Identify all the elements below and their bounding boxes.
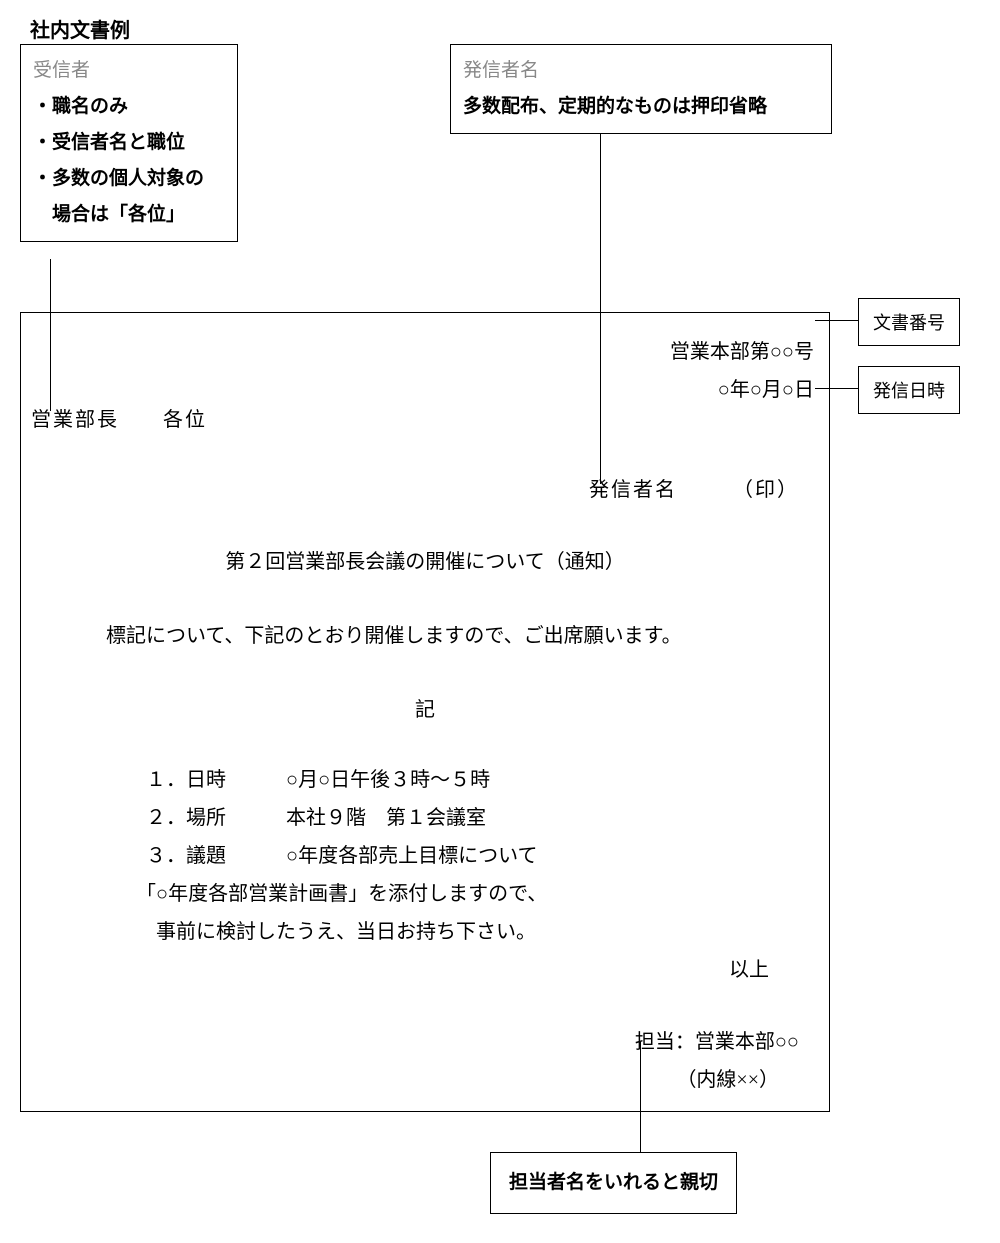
page-title: 社内文書例 [30, 14, 130, 43]
annotation-sender-label: 発信者名 [463, 53, 819, 89]
doc-date: ○年○月○日 [718, 371, 814, 409]
doc-title: 第２回営業部長会議の開催について（通知） [21, 543, 829, 581]
annotation-receiver-label: 受信者 [33, 53, 225, 89]
annotation-doc-number-box: 文書番号 [858, 298, 960, 346]
doc-item: １．日時 ○月○日午後３時～５時 [146, 761, 537, 799]
doc-attachment-line: 事前に検討したうえ、当日お持ち下さい。 [136, 913, 547, 951]
annotation-sender-box: 発信者名 多数配布、定期的なものは押印省略 [450, 44, 832, 134]
annotation-footer-text: 担当者名をいれると親切 [509, 1172, 718, 1193]
document-frame: 営業本部第○○号 ○年○月○日 営業部長 各位 発信者名 （印） 第２回営業部長… [20, 312, 830, 1112]
doc-naisen: （内線××） [676, 1061, 779, 1099]
annotation-receiver-box: 受信者 ・職名のみ ・受信者名と職位 ・多数の個人対象の 場合は「各位」 [20, 44, 238, 242]
doc-attachment: 「○年度各部営業計画書」を添付しますので、 事前に検討したうえ、当日お持ち下さい… [136, 875, 547, 951]
doc-items: １．日時 ○月○日午後３時～５時 ２．場所 本社９階 第１会議室 ３．議題 ○年… [146, 761, 537, 875]
annotation-sender-line: 多数配布、定期的なものは押印省略 [463, 89, 819, 125]
annotation-issue-date-box: 発信日時 [858, 366, 960, 414]
doc-attachment-line: 「○年度各部営業計画書」を添付しますので、 [136, 875, 547, 913]
doc-number: 営業本部第○○号 [670, 333, 814, 371]
doc-ijo: 以上 [729, 951, 769, 989]
doc-tanto: 担当：営業本部○○ [635, 1023, 799, 1061]
doc-item: ３．議題 ○年度各部売上目標について [146, 837, 537, 875]
annotation-receiver-line: ・受信者名と職位 [33, 125, 225, 161]
doc-lead: 標記について、下記のとおり開催しますので、ご出席願います。 [106, 617, 682, 655]
annotation-receiver-line: 場合は「各位」 [33, 197, 225, 233]
doc-item: ２．場所 本社９階 第１会議室 [146, 799, 537, 837]
doc-recipient: 営業部長 各位 [31, 401, 207, 439]
doc-ki: 記 [21, 691, 829, 729]
annotation-receiver-line: ・多数の個人対象の [33, 161, 225, 197]
annotation-footer-box: 担当者名をいれると親切 [490, 1152, 737, 1214]
annotation-receiver-line: ・職名のみ [33, 89, 225, 125]
doc-sender: 発信者名 （印） [589, 471, 799, 509]
